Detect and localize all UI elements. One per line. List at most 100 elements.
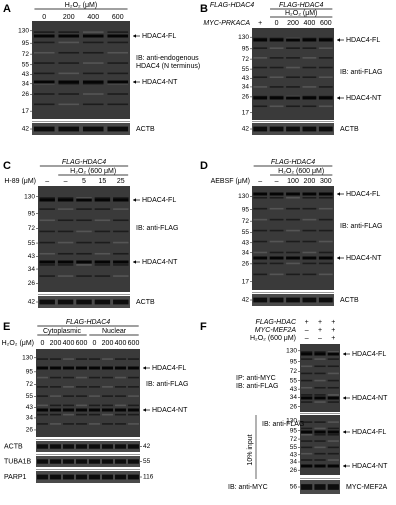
mw-marker: 26 bbox=[242, 261, 250, 268]
band bbox=[50, 413, 61, 416]
band bbox=[89, 459, 100, 464]
band bbox=[302, 218, 317, 221]
band bbox=[57, 219, 74, 222]
band bbox=[128, 413, 139, 416]
band bbox=[115, 408, 126, 412]
band bbox=[89, 474, 100, 480]
band bbox=[302, 105, 317, 108]
blot-label: MYC-MEF2A bbox=[346, 484, 388, 491]
mw-marker: 130 bbox=[286, 418, 297, 425]
band bbox=[301, 394, 313, 396]
band bbox=[301, 427, 313, 430]
band bbox=[63, 474, 74, 480]
lane-label: + bbox=[258, 20, 262, 27]
arrow-head bbox=[343, 464, 346, 468]
mw-marker: 43 bbox=[28, 253, 36, 260]
band bbox=[318, 207, 333, 210]
blot-label: ACTB bbox=[136, 299, 155, 306]
band bbox=[63, 366, 74, 370]
band bbox=[327, 351, 339, 353]
band bbox=[286, 192, 300, 196]
mw-marker: 26 bbox=[290, 467, 298, 474]
band bbox=[302, 76, 317, 79]
band bbox=[128, 358, 139, 360]
band bbox=[301, 358, 313, 360]
band bbox=[37, 408, 48, 412]
lane-label: 0 bbox=[93, 340, 97, 347]
band bbox=[50, 423, 61, 425]
band bbox=[76, 386, 87, 388]
blot-label: ACTB bbox=[340, 297, 359, 304]
band bbox=[318, 96, 333, 100]
band bbox=[115, 376, 126, 379]
band bbox=[94, 275, 111, 277]
band bbox=[107, 93, 129, 95]
blot-label: HDAC4-FL bbox=[352, 351, 386, 358]
band bbox=[318, 218, 333, 221]
arrow-head bbox=[343, 352, 346, 356]
lane-label: + bbox=[331, 335, 335, 342]
mw-marker: 116 bbox=[143, 474, 154, 481]
mw-marker: 95 bbox=[242, 206, 250, 213]
band bbox=[327, 352, 339, 356]
band bbox=[314, 464, 326, 468]
blot-label: HDAC4-NT bbox=[352, 395, 388, 402]
group-label: H₂O₂ (μM) bbox=[285, 10, 317, 17]
band bbox=[128, 474, 139, 480]
band bbox=[63, 395, 74, 397]
band bbox=[301, 379, 313, 382]
band bbox=[269, 240, 284, 243]
band bbox=[253, 196, 268, 199]
band bbox=[314, 386, 326, 389]
band bbox=[314, 358, 326, 360]
band bbox=[102, 395, 113, 397]
row-label: MYC-PRKACA bbox=[203, 20, 250, 27]
band bbox=[82, 82, 104, 85]
band bbox=[33, 51, 55, 54]
band bbox=[94, 230, 111, 233]
panel-letter: B bbox=[200, 3, 208, 15]
band bbox=[76, 197, 92, 199]
band bbox=[301, 396, 313, 400]
mw-marker: 56 bbox=[290, 484, 298, 491]
blot-label: ACTB bbox=[4, 443, 23, 450]
blot-note: IB: anti-FLAG bbox=[262, 421, 304, 428]
band bbox=[269, 86, 284, 88]
arrow-head bbox=[343, 396, 346, 400]
band bbox=[76, 230, 92, 233]
band bbox=[107, 34, 129, 38]
band bbox=[76, 241, 92, 244]
band bbox=[33, 41, 55, 44]
band bbox=[89, 386, 100, 388]
band bbox=[50, 358, 61, 360]
lane-label: 600 bbox=[76, 340, 88, 347]
mw-marker: 55 bbox=[290, 444, 298, 451]
arrow-head bbox=[133, 260, 136, 264]
band bbox=[314, 421, 326, 423]
band bbox=[113, 264, 129, 266]
band bbox=[302, 96, 317, 100]
band bbox=[302, 273, 317, 276]
band bbox=[253, 96, 268, 100]
group-label: Cytoplasmic bbox=[43, 328, 82, 335]
lane-label: 25 bbox=[117, 178, 125, 185]
blot bbox=[36, 349, 140, 437]
band bbox=[318, 57, 333, 59]
band bbox=[253, 57, 268, 59]
band bbox=[94, 197, 111, 199]
band bbox=[102, 358, 113, 360]
row-label: FLAG-HDAC bbox=[256, 319, 297, 326]
arrow-head bbox=[143, 366, 146, 370]
band bbox=[37, 444, 48, 449]
band bbox=[76, 252, 92, 255]
band bbox=[57, 299, 74, 305]
band bbox=[57, 208, 74, 210]
mw-marker: 130 bbox=[286, 348, 297, 355]
band bbox=[113, 252, 129, 255]
band bbox=[318, 105, 333, 108]
band bbox=[107, 31, 129, 33]
band bbox=[39, 299, 55, 305]
mw-marker: 26 bbox=[22, 91, 30, 98]
blot-label: ACTB bbox=[136, 126, 155, 133]
band bbox=[128, 366, 139, 370]
